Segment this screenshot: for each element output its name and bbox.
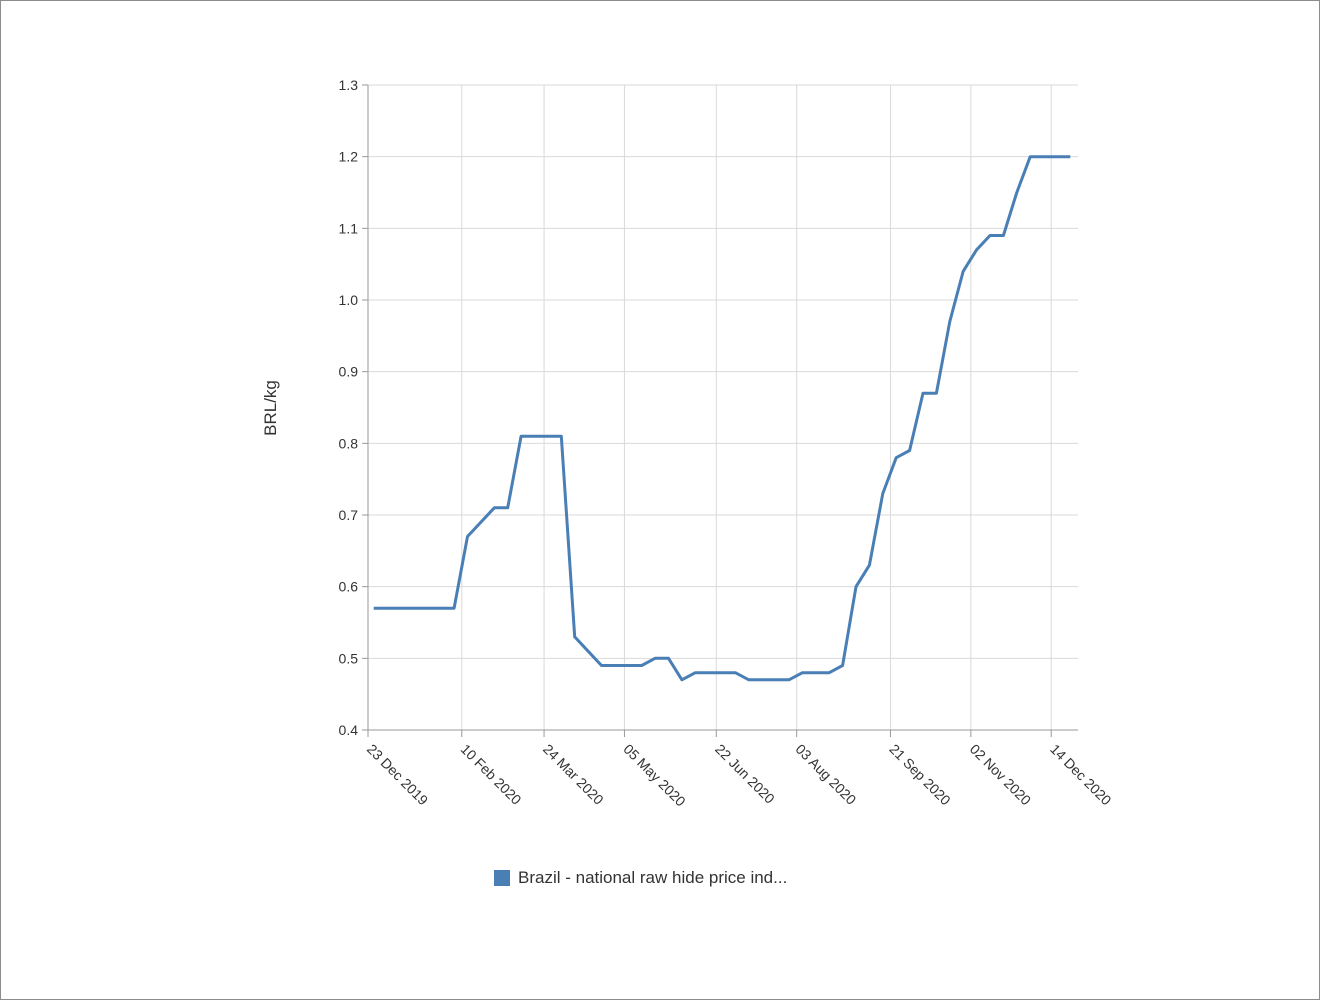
x-tick-label: 10 Feb 2020 (458, 741, 525, 808)
x-tick-label: 22 Jun 2020 (712, 741, 778, 807)
legend-swatch (494, 870, 510, 886)
x-tick-label: 02 Nov 2020 (967, 741, 1035, 809)
y-tick-label: 1.2 (339, 149, 359, 165)
x-tick-label: 23 Dec 2019 (364, 741, 432, 809)
x-tick-label: 14 Dec 2020 (1047, 741, 1115, 809)
series-lines (373, 155, 1071, 682)
y-tick-labels: 0.4 0.5 0.6 0.7 0.8 0.9 1.0 1.1 1.2 1.3 (339, 77, 359, 738)
y-tick-label: 0.6 (339, 579, 359, 595)
axes (362, 84, 1078, 737)
series-line (373, 155, 1071, 682)
y-tick-label: 0.9 (339, 364, 359, 380)
y-tick-label: 1.1 (339, 220, 359, 236)
x-tick-label: 24 Mar 2020 (540, 741, 607, 808)
y-tick-label: 0.5 (339, 650, 359, 666)
legend-label: Brazil - national raw hide price ind... (518, 868, 788, 887)
grid-lines (368, 84, 1078, 730)
y-tick-label: 1.3 (339, 77, 359, 93)
y-tick-label: 0.4 (339, 722, 359, 738)
x-tick-label: 05 May 2020 (620, 741, 689, 810)
legend-item[interactable]: Brazil - national raw hide price ind... (494, 868, 787, 888)
x-tick-labels: 23 Dec 2019 10 Feb 2020 24 Mar 2020 05 May … (364, 741, 1115, 810)
y-axis-title: BRL/kg (261, 380, 280, 436)
x-tick-label: 03 Aug 2020 (793, 741, 860, 808)
y-tick-label: 1.0 (339, 292, 359, 308)
x-tick-label: 21 Sep 2020 (886, 741, 954, 809)
y-tick-label: 0.8 (339, 435, 359, 451)
y-tick-label: 0.7 (339, 507, 359, 523)
